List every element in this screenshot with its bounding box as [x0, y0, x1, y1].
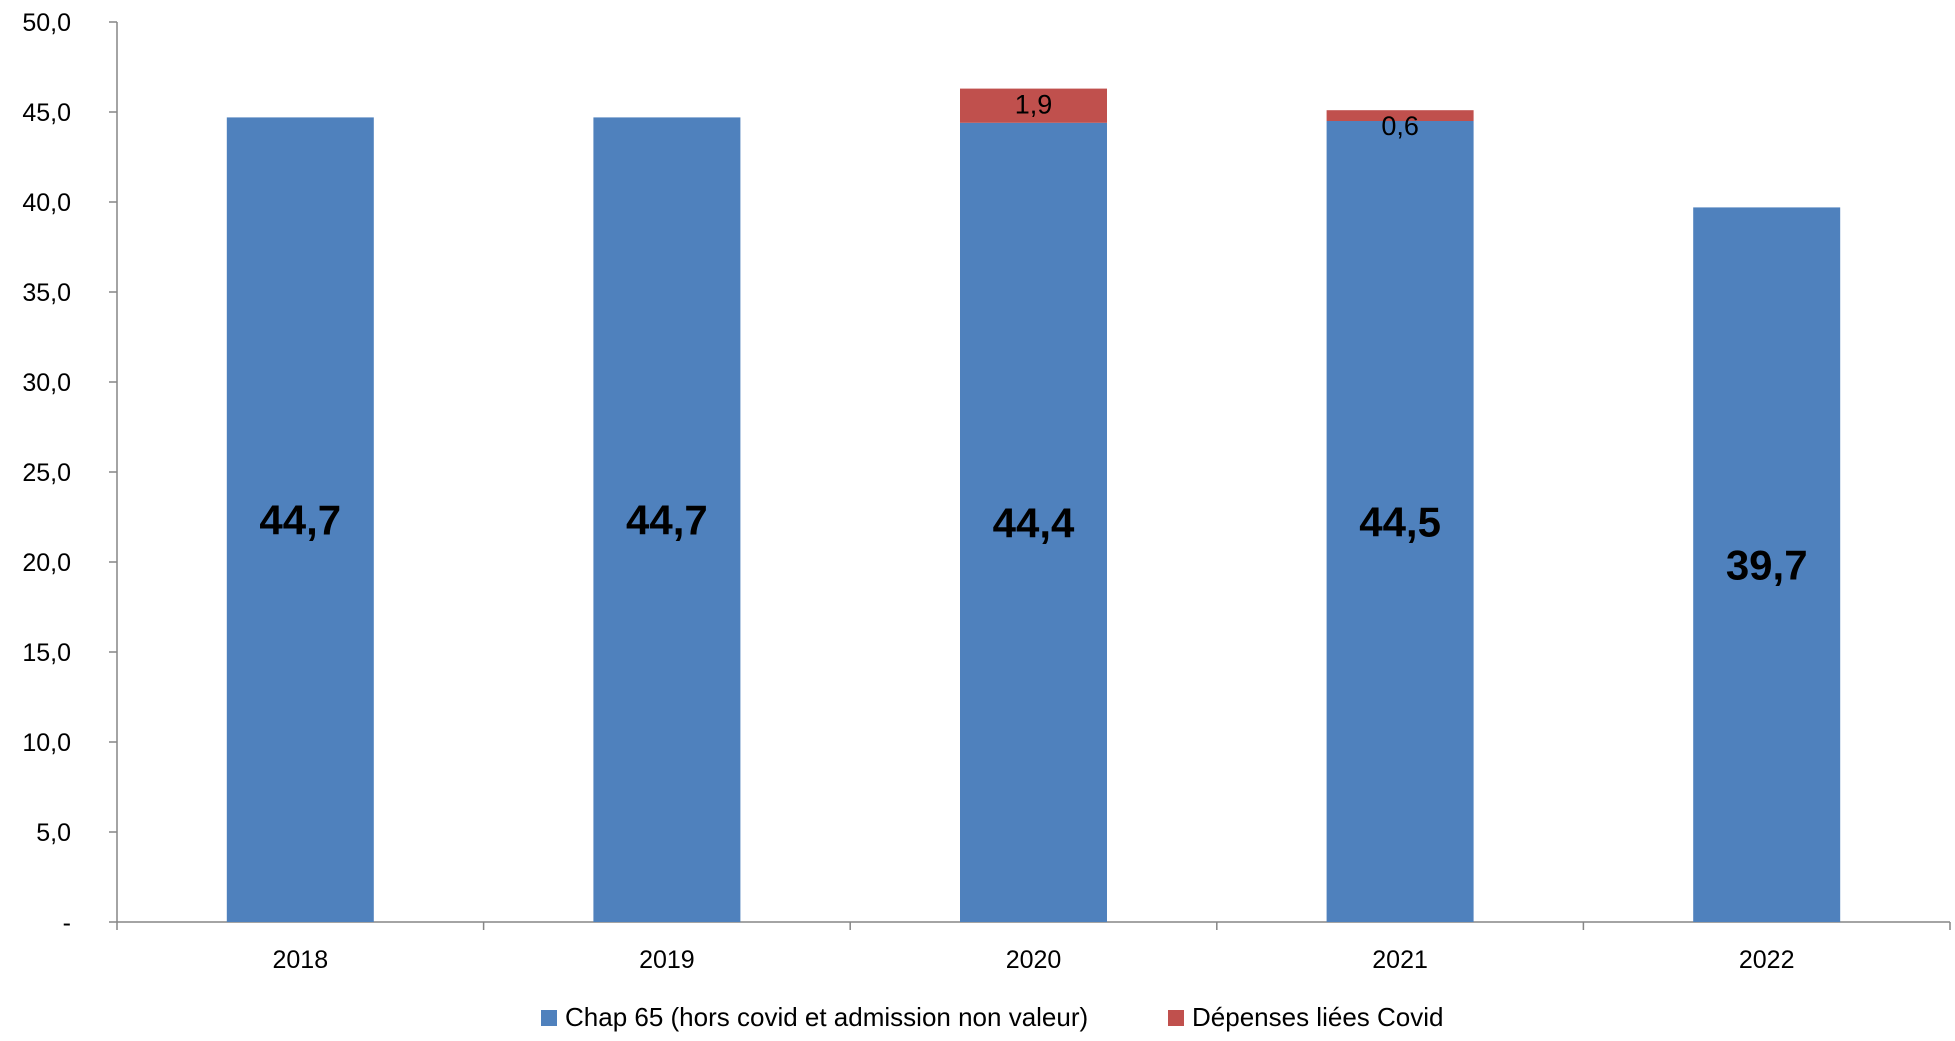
bar-chap65 [593, 117, 741, 922]
y-tick-label: 45,0 [22, 99, 71, 127]
y-axis: - 5,0 10,0 15,0 20,0 25,0 30,0 35,0 40,0 45,0 50,0 [22, 9, 118, 937]
legend-item-chap65: Chap 65 (hors covid et admission non val… [541, 1002, 1088, 1032]
y-tick-label: 20,0 [22, 549, 71, 577]
x-tick-label: 2022 [1739, 946, 1795, 974]
data-label-covid: 1,9 [1015, 90, 1053, 120]
legend-label: Dépenses liées Covid [1192, 1002, 1443, 1032]
data-label-chap65: 44,7 [626, 497, 708, 544]
legend-label: Chap 65 (hors covid et admission non val… [565, 1002, 1088, 1032]
data-label-chap65: 44,5 [1359, 499, 1441, 546]
y-tick-label: 30,0 [22, 369, 71, 397]
y-tick-label: 10,0 [22, 729, 71, 757]
y-tick-label: - [63, 909, 71, 937]
legend-swatch [541, 1010, 557, 1026]
data-label-chap65: 39,7 [1726, 542, 1808, 589]
y-tick-label: 15,0 [22, 639, 71, 667]
legend: Chap 65 (hors covid et admission non val… [541, 1002, 1443, 1032]
data-label-chap65: 44,4 [993, 499, 1075, 546]
x-tick-label: 2020 [1006, 946, 1062, 974]
y-tick-label: 25,0 [22, 459, 71, 487]
y-tick-label: 40,0 [22, 189, 71, 217]
x-tick-label: 2018 [272, 946, 328, 974]
y-tick-label: 35,0 [22, 279, 71, 307]
y-tick-label: 5,0 [36, 819, 71, 847]
bar-chap65 [1693, 207, 1841, 922]
bar-chap65 [1326, 121, 1474, 922]
x-tick-label: 2021 [1372, 946, 1428, 974]
x-axis: 2018 2019 2020 2021 2022 [116, 921, 1951, 974]
bar-chap65 [226, 117, 374, 922]
legend-item-covid: Dépenses liées Covid [1168, 1002, 1443, 1032]
bar-covid [960, 88, 1107, 123]
data-label-chap65: 44,7 [259, 497, 341, 544]
bar-labels: 44,7 44,7 44,4 1,9 44,5 0,6 39,7 [259, 90, 1807, 589]
y-tick-label: 50,0 [22, 9, 71, 37]
x-tick-label: 2019 [639, 946, 695, 974]
data-label-covid: 0,6 [1381, 111, 1419, 141]
bars [226, 88, 1841, 923]
legend-swatch [1168, 1010, 1184, 1026]
bar-covid [1326, 110, 1474, 121]
bar-chap65 [960, 122, 1107, 923]
